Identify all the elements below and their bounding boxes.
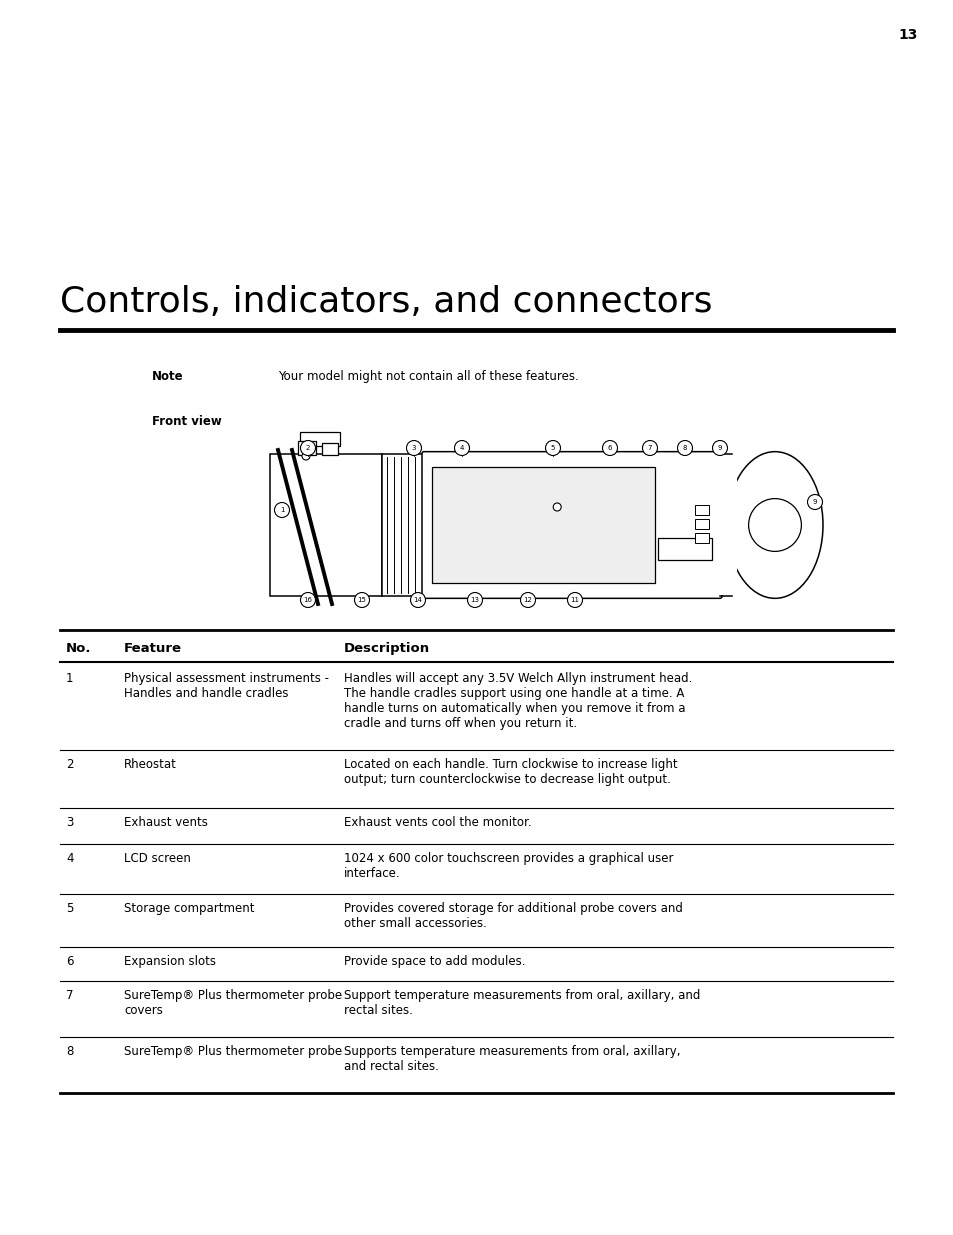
- Text: Located on each handle. Turn clockwise to increase light
output; turn counterclo: Located on each handle. Turn clockwise t…: [344, 758, 677, 785]
- Text: Front view: Front view: [152, 415, 221, 429]
- Text: SureTemp® Plus thermometer probe: SureTemp® Plus thermometer probe: [124, 1045, 342, 1058]
- Text: LCD screen: LCD screen: [124, 852, 191, 864]
- FancyBboxPatch shape: [421, 452, 721, 598]
- Circle shape: [406, 441, 421, 456]
- Text: 5: 5: [66, 902, 73, 915]
- Text: Supports temperature measurements from oral, axillary,
and rectal sites.: Supports temperature measurements from o…: [344, 1045, 679, 1073]
- Circle shape: [806, 494, 821, 510]
- Circle shape: [410, 593, 425, 608]
- Text: Note: Note: [152, 370, 183, 383]
- Circle shape: [302, 452, 310, 459]
- Text: 11: 11: [570, 597, 578, 603]
- Circle shape: [641, 441, 657, 456]
- Circle shape: [567, 593, 582, 608]
- Text: 4: 4: [66, 852, 73, 864]
- Text: Expansion slots: Expansion slots: [124, 955, 215, 968]
- Text: Exhaust vents cool the monitor.: Exhaust vents cool the monitor.: [344, 816, 531, 829]
- Text: 9: 9: [812, 499, 817, 505]
- Text: 1: 1: [279, 508, 284, 513]
- Text: Your model might not contain all of these features.: Your model might not contain all of thes…: [277, 370, 578, 383]
- Bar: [695, 519, 708, 529]
- Text: Physical assessment instruments -
Handles and handle cradles: Physical assessment instruments - Handle…: [124, 672, 329, 700]
- Bar: [297, 441, 315, 454]
- Text: No.: No.: [66, 642, 91, 655]
- Bar: [718, 454, 731, 595]
- Text: 1024 x 600 color touchscreen provides a graphical user
interface.: 1024 x 600 color touchscreen provides a …: [344, 852, 673, 881]
- Circle shape: [712, 441, 727, 456]
- Text: 14: 14: [414, 597, 422, 603]
- Text: Feature: Feature: [124, 642, 182, 655]
- Text: Storage compartment: Storage compartment: [124, 902, 254, 915]
- Text: Description: Description: [344, 642, 430, 655]
- Text: 3: 3: [412, 445, 416, 451]
- Text: Provides covered storage for additional probe covers and
other small accessories: Provides covered storage for additional …: [344, 902, 682, 930]
- Bar: [658, 538, 711, 559]
- Text: 5: 5: [550, 445, 555, 451]
- Circle shape: [467, 593, 482, 608]
- Text: Exhaust vents: Exhaust vents: [124, 816, 208, 829]
- Circle shape: [520, 593, 535, 608]
- Bar: [432, 467, 655, 583]
- Text: 13: 13: [470, 597, 479, 603]
- Text: 8: 8: [66, 1045, 73, 1058]
- Bar: [270, 453, 381, 597]
- Circle shape: [355, 593, 369, 608]
- Text: 12: 12: [523, 597, 532, 603]
- Circle shape: [553, 503, 560, 511]
- Text: 4: 4: [459, 445, 464, 451]
- Text: Handles will accept any 3.5V Welch Allyn instrument head.
The handle cradles sup: Handles will accept any 3.5V Welch Allyn…: [344, 672, 692, 730]
- Circle shape: [677, 441, 692, 456]
- Text: 15: 15: [357, 597, 366, 603]
- Circle shape: [300, 593, 315, 608]
- Circle shape: [748, 499, 801, 551]
- Bar: [322, 443, 337, 454]
- Text: Rheostat: Rheostat: [124, 758, 176, 771]
- Circle shape: [454, 441, 469, 456]
- Circle shape: [545, 441, 560, 456]
- Text: 2: 2: [306, 445, 310, 451]
- Ellipse shape: [726, 452, 822, 598]
- Circle shape: [300, 441, 315, 456]
- Text: SureTemp® Plus thermometer probe
covers: SureTemp® Plus thermometer probe covers: [124, 989, 342, 1016]
- Text: Controls, indicators, and connectors: Controls, indicators, and connectors: [60, 285, 712, 319]
- Text: 13: 13: [898, 28, 917, 42]
- Circle shape: [602, 441, 617, 456]
- Text: Support temperature measurements from oral, axillary, and
rectal sites.: Support temperature measurements from or…: [344, 989, 700, 1016]
- Text: 7: 7: [66, 989, 73, 1002]
- Text: Provide space to add modules.: Provide space to add modules.: [344, 955, 525, 968]
- Bar: [299, 432, 339, 446]
- Text: 8: 8: [682, 445, 686, 451]
- Text: 7: 7: [647, 445, 652, 451]
- Bar: [720, 454, 737, 595]
- Circle shape: [274, 503, 289, 517]
- Text: 2: 2: [66, 758, 73, 771]
- Text: 16: 16: [303, 597, 313, 603]
- Text: 3: 3: [66, 816, 73, 829]
- Bar: [695, 534, 708, 543]
- Bar: [695, 505, 708, 515]
- Text: 9: 9: [717, 445, 721, 451]
- Text: 6: 6: [66, 955, 73, 968]
- Text: 1: 1: [66, 672, 73, 685]
- Text: 6: 6: [607, 445, 612, 451]
- Bar: [381, 453, 423, 597]
